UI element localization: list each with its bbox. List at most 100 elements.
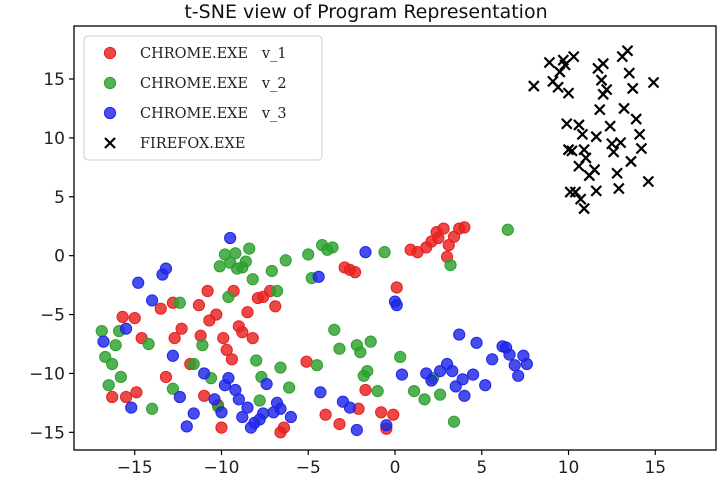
firefox-point [543,56,556,69]
chrome-v1-point [269,300,282,313]
chrome-v1-point [168,332,181,345]
chrome-v3-point [180,420,193,433]
firefox-point [590,130,603,143]
y-tick-label: 0 [54,247,65,267]
firefox-point [642,175,655,188]
chrome-v3-point [241,401,254,414]
chrome-v1-point [348,266,362,279]
chrome-v2-point [109,339,122,352]
chrome-v1-point [116,310,129,324]
chrome-v3-point [132,276,145,289]
firefox-point [618,102,630,115]
chrome-v3-point [125,401,138,414]
chrome-v3-point [232,393,245,406]
chrome-v2-point [95,324,108,338]
chrome-v2-point [333,342,346,355]
chrome-v2-point [229,247,242,260]
y-tick-label: 15 [43,70,65,90]
chrome-v2-point [187,357,200,371]
chrome-v2-point [166,382,180,395]
firefox-point [621,44,634,57]
chrome-v1-point [201,284,214,298]
chrome-v1-point [198,389,211,402]
chrome-v1-point [106,390,119,404]
chrome-v1-point [220,343,233,356]
chrome-v1-point [319,408,332,421]
firefox-point [635,142,648,155]
chrome-v2-point [326,241,339,254]
chrome-v3-point [173,390,186,404]
legend-firefox-marker [104,137,116,149]
chrome-v3-point [218,379,232,392]
series-1-points [106,221,471,439]
y-tick-label: −15 [29,423,65,443]
chrome-v2-point [361,364,374,378]
firefox-point [552,81,564,94]
chrome-v1-point [192,299,206,312]
x-tick-label: 5 [476,458,487,478]
axis-ticks: −15 −10 −5 0 5 10 15 −15 −10 −5 0 5 10 15 [29,70,666,478]
chrome-v2-point [222,290,235,303]
chrome-v1-point [130,386,143,399]
y-tick-label: 10 [43,129,65,149]
data-points [95,44,660,439]
firefox-point [611,167,623,179]
firefox-point [566,145,578,157]
chrome-v1-point [437,222,450,235]
chrome-v1-point [119,390,133,404]
chrome-v2-point [173,296,186,309]
x-tick-label: −15 [117,458,153,478]
firefox-point [613,182,625,195]
firefox-point [592,62,604,75]
chrome-v2-point [102,379,115,392]
chrome-v3-point [187,407,200,420]
chrome-v3-point [215,406,228,419]
chrome-v3-point [236,410,249,424]
firefox-point [573,119,585,131]
chrome-v3-point [284,410,297,424]
chrome-v1-point [387,408,400,421]
chrome-v2-point [196,339,209,352]
chrome-v2-point [283,381,296,394]
chrome-v3-point [466,368,480,381]
chrome-v3-point [274,402,287,415]
chrome-v3-point [359,246,372,259]
chrome-v2-point [447,415,461,428]
legend-chrome-v2-marker [103,76,117,90]
chrome-v2-point [246,273,259,286]
chrome-v3-point [224,231,237,245]
legend-chrome-v3-marker [103,106,117,120]
firefox-point [630,113,642,125]
firefox-point [626,82,639,95]
chrome-v1-point [236,326,249,339]
legend-label: FIREFOX.EXE [140,136,245,152]
chrome-v3-point [453,328,466,341]
chrome-v3-point [257,407,270,420]
chrome-v2-point [407,385,421,398]
chrome-v2-point [354,346,367,359]
firefox-point [578,202,590,215]
chrome-v2-point [274,361,287,374]
chrome-v3-point [166,349,180,362]
chrome-v3-point [517,349,530,362]
legend-label: CHROME.EXE v_3 [140,106,287,122]
chrome-v2-point [364,335,377,348]
x-tick-label: 15 [644,458,666,478]
chrome-v2-point [394,350,407,364]
firefox-point [606,138,618,150]
firefox-point [580,152,592,164]
chrome-v3-point [486,353,499,366]
chrome-v2-point [213,260,226,273]
chrome-v2-point [310,359,324,372]
chrome-v3-point [395,368,409,381]
chrome-v1-point [210,308,223,321]
chrome-v1-point [277,421,291,434]
chrome-v2-point [250,354,263,367]
chrome-v2-point [418,393,431,406]
chrome-v2-point [142,337,155,351]
chrome-v3-point [145,294,159,307]
firefox-point [562,87,575,99]
chrome-v2-point [270,284,284,298]
chrome-v1-point [159,370,173,384]
chrome-v1-point [432,231,445,245]
